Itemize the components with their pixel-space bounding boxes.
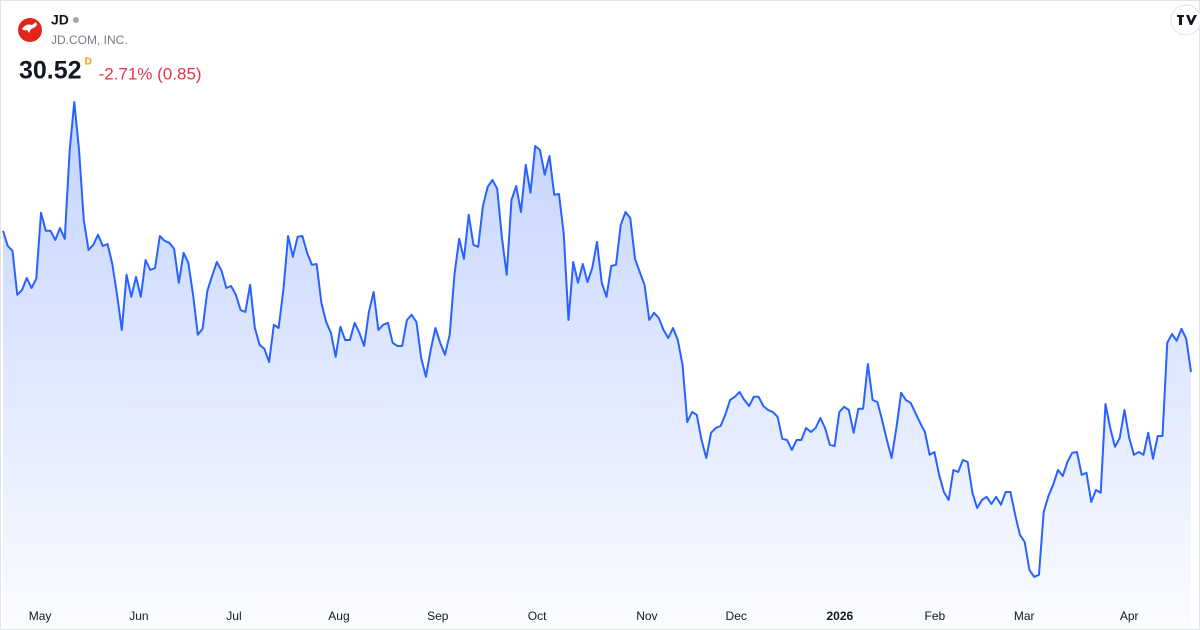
price-line — [2, 101, 1192, 578]
area-fill — [3, 102, 1191, 629]
company-name: JD.COM, INC. — [51, 33, 128, 47]
price-change: -2.71% (0.85) — [99, 64, 202, 83]
symbol[interactable]: JD — [51, 12, 69, 28]
x-tick-label: Dec — [726, 609, 747, 623]
brand-button[interactable] — [1170, 4, 1200, 36]
symbol-logo — [18, 18, 42, 42]
interval: D — [85, 57, 92, 68]
x-tick-label: Jun — [129, 609, 148, 623]
x-tick-label: Oct — [528, 609, 547, 623]
x-tick-label: Feb — [925, 609, 946, 623]
x-tick-label: Sep — [427, 609, 449, 623]
plot — [2, 101, 1192, 629]
last-price: 30.52 — [19, 57, 82, 85]
x-tick-label: Apr — [1120, 609, 1139, 623]
x-tick-label: Aug — [328, 609, 349, 623]
x-tick-label: 2026 — [826, 609, 853, 623]
x-tick-label: May — [29, 609, 52, 623]
status-dot — [72, 17, 79, 23]
x-tick-label: Mar — [1014, 609, 1035, 623]
x-tick-label: Nov — [636, 609, 657, 623]
x-tick-label: Jul — [226, 609, 241, 623]
